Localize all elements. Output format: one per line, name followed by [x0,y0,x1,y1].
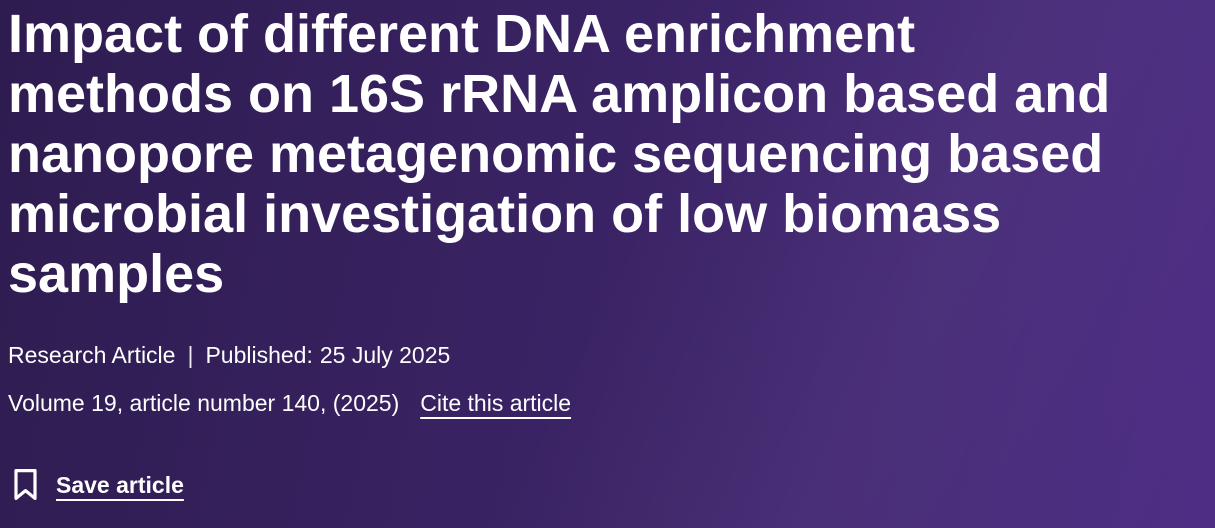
cite-this-article-link[interactable]: Cite this article [420,390,572,416]
published-date: 25 July 2025 [319,342,451,368]
article-type-label: Research Article [8,342,176,368]
article-meta-row: Research Article | Published: 25 July 20… [8,340,1175,370]
save-article-link[interactable]: Save article [56,471,184,498]
volume-row: Volume 19, article number 140, (2025) Ci… [8,388,1175,418]
bookmark-icon[interactable] [13,468,38,501]
volume-info: Volume 19, article number 140, (2025) [8,390,400,416]
meta-separator: | [187,342,194,368]
save-article-row: Save article [8,468,1175,501]
article-title: Impact of different DNA enrichment metho… [8,4,1111,304]
published-label: Published: [205,342,313,368]
